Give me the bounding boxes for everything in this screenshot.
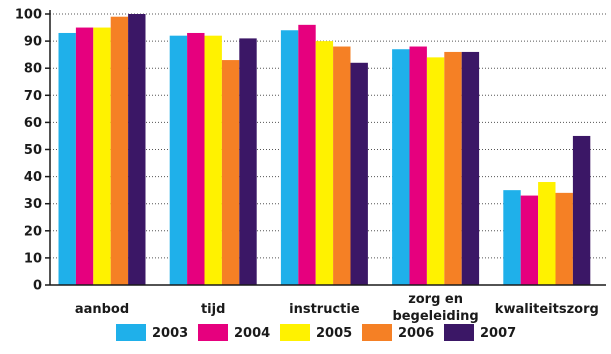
legend-swatch (116, 324, 146, 341)
bar-2004 (75, 27, 94, 286)
bar-2004 (187, 32, 205, 285)
bar-2007 (572, 135, 591, 285)
legend-item: 2005 (280, 324, 352, 341)
bar-2004 (298, 24, 316, 286)
bar-2006 (444, 51, 462, 285)
y-tick-label: 60 (24, 116, 42, 131)
bar-group (280, 24, 368, 286)
bar-2004 (409, 46, 427, 285)
bar-2006 (333, 46, 351, 285)
bar-group (169, 32, 257, 286)
bar-2006 (110, 16, 129, 286)
legend-label: 2007 (480, 326, 516, 341)
bar-2007 (350, 62, 368, 285)
legend-item: 2006 (362, 324, 434, 341)
x-tick-label: begeleiding (392, 309, 478, 324)
bar-2007 (239, 38, 257, 285)
bar-2003 (503, 190, 521, 285)
legend-item: 2003 (116, 324, 188, 341)
legend: 2003 2004 2005 2006 2007 (116, 324, 516, 341)
legend-swatch (280, 324, 310, 341)
bar-2007 (461, 51, 480, 285)
y-tick-label: 30 (24, 197, 42, 212)
y-tick-label: 50 (24, 143, 42, 158)
x-tick-labels: aanbod tijd instructie zorg en begeleiding kw… (75, 292, 599, 324)
legend-label: 2005 (316, 326, 352, 341)
bar-group (392, 46, 480, 286)
bar-2005 (426, 57, 445, 285)
legend-swatch (444, 324, 474, 341)
y-tick-label: 80 (24, 62, 42, 77)
x-tick-label: zorg en (408, 292, 463, 307)
x-tick-label: instructie (289, 302, 360, 317)
x-tick-label: tijd (201, 302, 225, 317)
legend-item: 2004 (198, 324, 270, 341)
y-tick-labels: 0 10 20 30 40 50 60 70 80 90 100 (15, 8, 42, 294)
bar-2007 (128, 14, 146, 285)
bar-2003 (58, 32, 76, 285)
bar-groups (58, 14, 591, 286)
bar-2005 (93, 27, 111, 286)
x-tick-label: kwaliteitszorg (495, 302, 599, 317)
y-tick-label: 0 (33, 279, 42, 294)
y-tick-label: 70 (24, 89, 42, 104)
bar-2003 (392, 49, 410, 286)
legend-label: 2006 (398, 326, 434, 341)
x-tick-label: aanbod (75, 302, 129, 317)
legend-label: 2003 (152, 326, 188, 341)
bar-2005 (204, 35, 222, 286)
bar-2005 (538, 182, 556, 285)
legend-item: 2007 (444, 324, 516, 341)
bar-group (58, 14, 146, 286)
legend-swatch (198, 324, 228, 341)
y-tick-label: 20 (24, 224, 42, 239)
bar-2003 (169, 35, 188, 286)
y-tick-label: 10 (24, 251, 42, 266)
bar-2006 (221, 60, 240, 285)
legend-swatch (362, 324, 392, 341)
bar-2004 (520, 195, 539, 285)
axes (45, 10, 606, 286)
y-tick-label: 100 (15, 8, 42, 23)
y-tick-label: 40 (24, 170, 42, 185)
legend-label: 2004 (234, 326, 270, 341)
bar-2005 (315, 41, 334, 285)
y-tick-label: 90 (24, 35, 42, 50)
bar-group (503, 135, 591, 285)
bar-2006 (555, 192, 573, 285)
bar-2003 (280, 30, 299, 286)
